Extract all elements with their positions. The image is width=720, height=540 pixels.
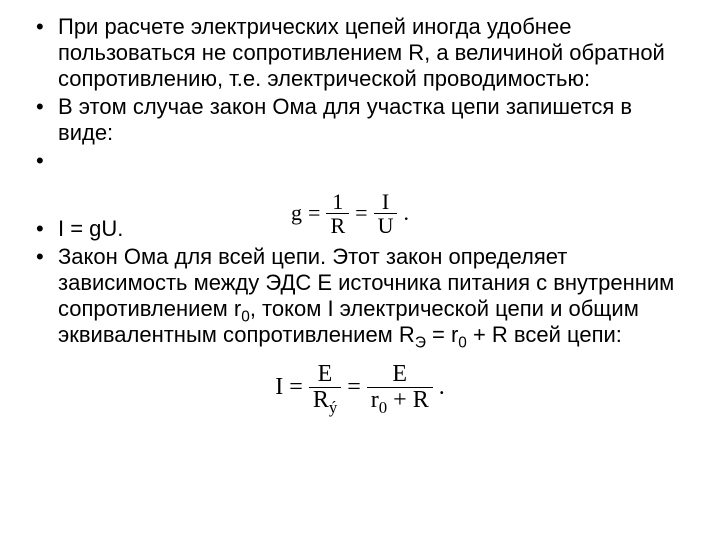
equals-sign: = (289, 374, 303, 401)
equals-sign: = (355, 200, 367, 226)
bullet-text: В этом случае закон Ома для участка цепи… (58, 94, 632, 145)
bullet-text: I = gU. (58, 216, 123, 241)
formula-g-line: g = 1 R = I U . (291, 190, 409, 237)
formula-g-lhs: g (291, 200, 302, 226)
den-sub: ý (329, 398, 337, 417)
numerator: I (374, 190, 398, 214)
bullet-text-part: = r (426, 322, 458, 347)
fraction-E-Ry: E Rý (309, 362, 341, 413)
equals-sign: = (347, 374, 361, 401)
denominator: Rý (309, 388, 341, 413)
bullet-text: При расчете электрических цепей иногда у… (58, 14, 665, 91)
fraction-IU: I U (374, 190, 398, 237)
formula-I-line: I = E Rý = E r0 + R . (275, 362, 444, 413)
denominator: r0 + R (367, 388, 433, 413)
bullet-item-4: I = gU. g = 1 R = I U . (30, 216, 690, 242)
bullet-item-3-empty (30, 148, 690, 174)
formula-g: g = 1 R = I U . (280, 190, 420, 237)
numerator: 1 (326, 190, 349, 214)
bullet-item-5: Закон Ома для всей цепи. Этот закон опре… (30, 244, 690, 348)
bullet-item-2: В этом случае закон Ома для участка цепи… (30, 94, 690, 146)
den-base: R (313, 387, 329, 413)
slide: При расчете электрических цепей иногда у… (0, 0, 720, 540)
formula-I-lhs: I (275, 374, 283, 401)
equals-sign: = (308, 200, 320, 226)
formula-I: I = E Rý = E r0 + R . (30, 362, 690, 413)
subscript-0: 0 (458, 334, 467, 351)
bullet-item-1: При расчете электрических цепей иногда у… (30, 14, 690, 92)
numerator: E (367, 362, 433, 388)
period: . (439, 374, 445, 401)
period: . (403, 200, 409, 226)
den-plus: + (387, 387, 413, 413)
fraction-1R: 1 R (326, 190, 349, 237)
bullet-list: При расчете электрических цепей иногда у… (30, 14, 690, 348)
subscript-E: Э (415, 334, 426, 351)
fraction-E-r0R: E r0 + R (367, 362, 433, 413)
denominator: U (374, 214, 398, 237)
den-r-sub: 0 (379, 398, 387, 417)
numerator: E (309, 362, 341, 388)
den-R: R (413, 387, 429, 413)
denominator: R (326, 214, 349, 237)
den-r: r (371, 387, 379, 413)
bullet-text-part: + R всей цепи: (467, 322, 622, 347)
